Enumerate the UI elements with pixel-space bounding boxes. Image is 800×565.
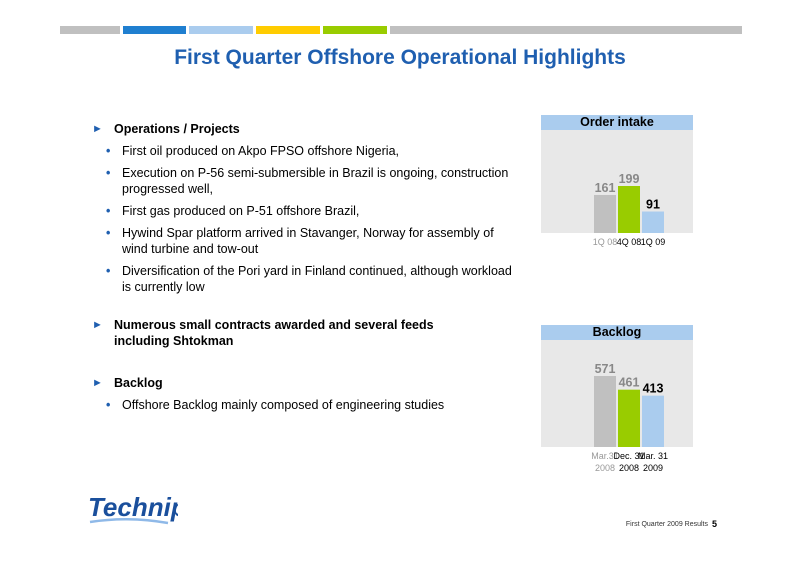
category-label: 2008 [595, 463, 615, 473]
chart-plot-area: 571 461 413 [541, 340, 693, 447]
top-bar-segment [122, 26, 187, 34]
footer-label: First Quarter 2009 Results [625, 521, 708, 528]
section-contracts: ► Numerous small contracts awarded and s… [92, 317, 512, 349]
bullet-item: • Execution on P-56 semi-submersible in B… [106, 165, 512, 197]
bar [618, 186, 640, 233]
bullet-icon: • [106, 264, 111, 278]
section-arrow-icon: ► [92, 377, 103, 389]
section-arrow-icon: ► [92, 123, 103, 135]
data-label: 199 [619, 172, 640, 186]
bar [642, 211, 664, 233]
top-bar-segment [389, 26, 743, 34]
category-label: Mar.31 [591, 451, 619, 461]
category-label: Dec. 31 [613, 451, 644, 461]
top-bar-segment [256, 26, 320, 34]
section-operations: ► Operations / Projects • First oil produ… [92, 121, 512, 295]
bullet-text: Hywind Spar platform arrived in Stavange… [122, 226, 494, 256]
bullet-icon: • [106, 398, 111, 412]
bullet-text: Offshore Backlog mainly composed of engi… [122, 398, 445, 412]
bullet-item: • First gas produced on P-51 offshore Bra… [106, 203, 512, 219]
bar [594, 194, 616, 233]
bullet-text: Execution on P-56 semi-submersible in Br… [122, 166, 509, 196]
chart-title: Backlog [541, 325, 693, 340]
top-color-bar [60, 26, 743, 34]
bullet-icon: • [106, 166, 111, 180]
bullet-item: • Hywind Spar platform arrived in Stavang… [106, 225, 512, 257]
logo-wordmark: Technip [88, 492, 178, 522]
section-heading: Backlog [114, 376, 163, 390]
section-backlog: ► Backlog • Offshore Backlog mainly compo… [92, 375, 512, 413]
technip-logo: Technip [88, 492, 187, 533]
top-bar-segment [322, 26, 387, 34]
bar [618, 389, 640, 447]
bullet-item: • Diversification of the Pori yard in Fin… [106, 263, 512, 295]
data-label: 571 [595, 362, 616, 376]
bullet-item: • Offshore Backlog mainly composed of eng… [106, 397, 512, 413]
category-label: 4Q 08 [617, 237, 642, 247]
bullet-icon: • [106, 204, 111, 218]
category-label: 1Q 08 [593, 237, 618, 247]
data-label: 91 [646, 198, 660, 212]
section-arrow-icon: ► [92, 319, 103, 331]
data-label: 161 [595, 181, 616, 195]
slide-title: First Quarter Offshore Operational Highl… [174, 46, 626, 69]
bullet-icon: • [106, 226, 111, 240]
bar [594, 376, 616, 447]
order-intake-chart: Order intake 161 199 91 1Q 08 4Q 08 1Q 09 [541, 115, 693, 260]
data-label: 413 [643, 382, 664, 396]
content: ► Operations / Projects • First oil produ… [92, 121, 512, 419]
category-label: 2009 [643, 463, 663, 473]
section-heading: Numerous small contracts awarded and sev… [114, 318, 434, 348]
logo-svg: Technip [88, 492, 187, 525]
bullet-text: Diversification of the Pori yard in Finl… [122, 264, 512, 294]
category-label: Mar. 31 [638, 451, 668, 461]
bullet-text: First gas produced on P-51 offshore Braz… [122, 204, 360, 218]
section-heading: Operations / Projects [114, 122, 240, 136]
data-label: 461 [619, 376, 640, 390]
bullet-icon: • [106, 144, 111, 158]
bar [642, 395, 664, 447]
category-label: 2008 [619, 463, 639, 473]
bullet-item: • First oil produced on Akpo FPSO offshor… [106, 143, 512, 159]
page-number: 5 [712, 519, 718, 529]
backlog-chart: Backlog 571 461 413 Mar.31 2008 Dec. 31 2008 M… [541, 325, 693, 484]
chart-plot-area: 161 199 91 [541, 130, 693, 233]
top-bar-segment [60, 26, 120, 34]
bullet-list: • First oil produced on Akpo FPSO offshor… [106, 143, 512, 295]
top-bar-segment [189, 26, 254, 34]
logo-swoosh [89, 517, 169, 525]
order-intake-axis: 1Q 08 4Q 08 1Q 09 [593, 237, 666, 247]
category-label: 1Q 09 [641, 237, 666, 247]
bullet-list: • Offshore Backlog mainly composed of eng… [106, 397, 512, 413]
chart-title: Order intake [541, 115, 693, 130]
bullet-text: First oil produced on Akpo FPSO offshore… [122, 144, 399, 158]
